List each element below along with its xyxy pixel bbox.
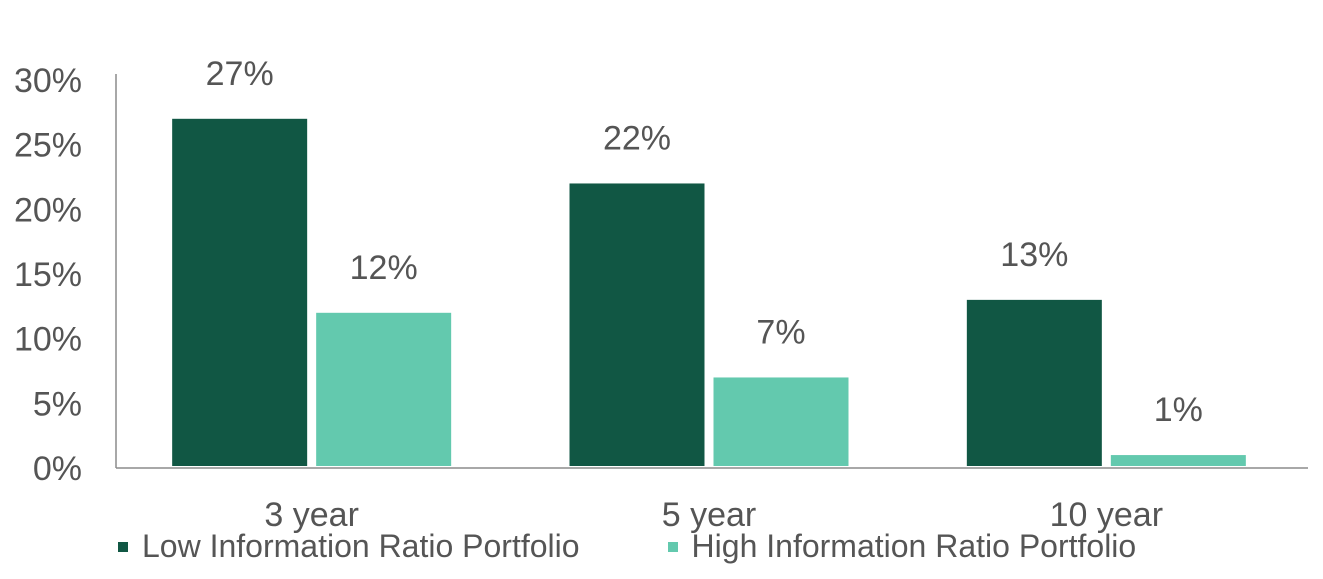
data-label: 27%: [206, 55, 274, 93]
y-tick-label: 25%: [14, 127, 82, 165]
legend-item-low: Low Information Ratio Portfolio: [118, 528, 580, 565]
data-label: 12%: [350, 249, 418, 287]
y-tick-label: 30%: [14, 62, 82, 100]
y-tick-label: 0%: [33, 450, 82, 488]
y-tick-label: 20%: [14, 191, 82, 229]
bar-low-2: [966, 299, 1102, 466]
bar-high-1: [713, 377, 849, 466]
bar-high-0: [316, 312, 452, 466]
y-tick-label: 10%: [14, 321, 82, 359]
bar-low-1: [569, 183, 705, 466]
data-label: 7%: [756, 313, 805, 351]
legend: Low Information Ratio Portfolio High Inf…: [118, 528, 1224, 565]
y-tick-label: 5%: [33, 385, 82, 423]
bar-low-0: [172, 118, 308, 467]
legend-swatch-high: [667, 541, 678, 552]
legend-swatch-low: [118, 541, 128, 552]
x-category-label: 3 year: [264, 496, 359, 534]
legend-item-high: High Information Ratio Portfolio: [667, 528, 1137, 565]
legend-label-high: High Information Ratio Portfolio: [691, 528, 1137, 564]
bar-high-2: [1110, 455, 1246, 466]
x-category-label: 5 year: [662, 496, 757, 534]
y-tick-label: 15%: [14, 256, 82, 294]
data-label: 13%: [1000, 236, 1068, 274]
data-label: 22%: [603, 119, 671, 157]
data-label: 1%: [1154, 391, 1203, 429]
legend-label-low: Low Information Ratio Portfolio: [142, 528, 580, 564]
x-category-label: 10 year: [1050, 496, 1163, 534]
